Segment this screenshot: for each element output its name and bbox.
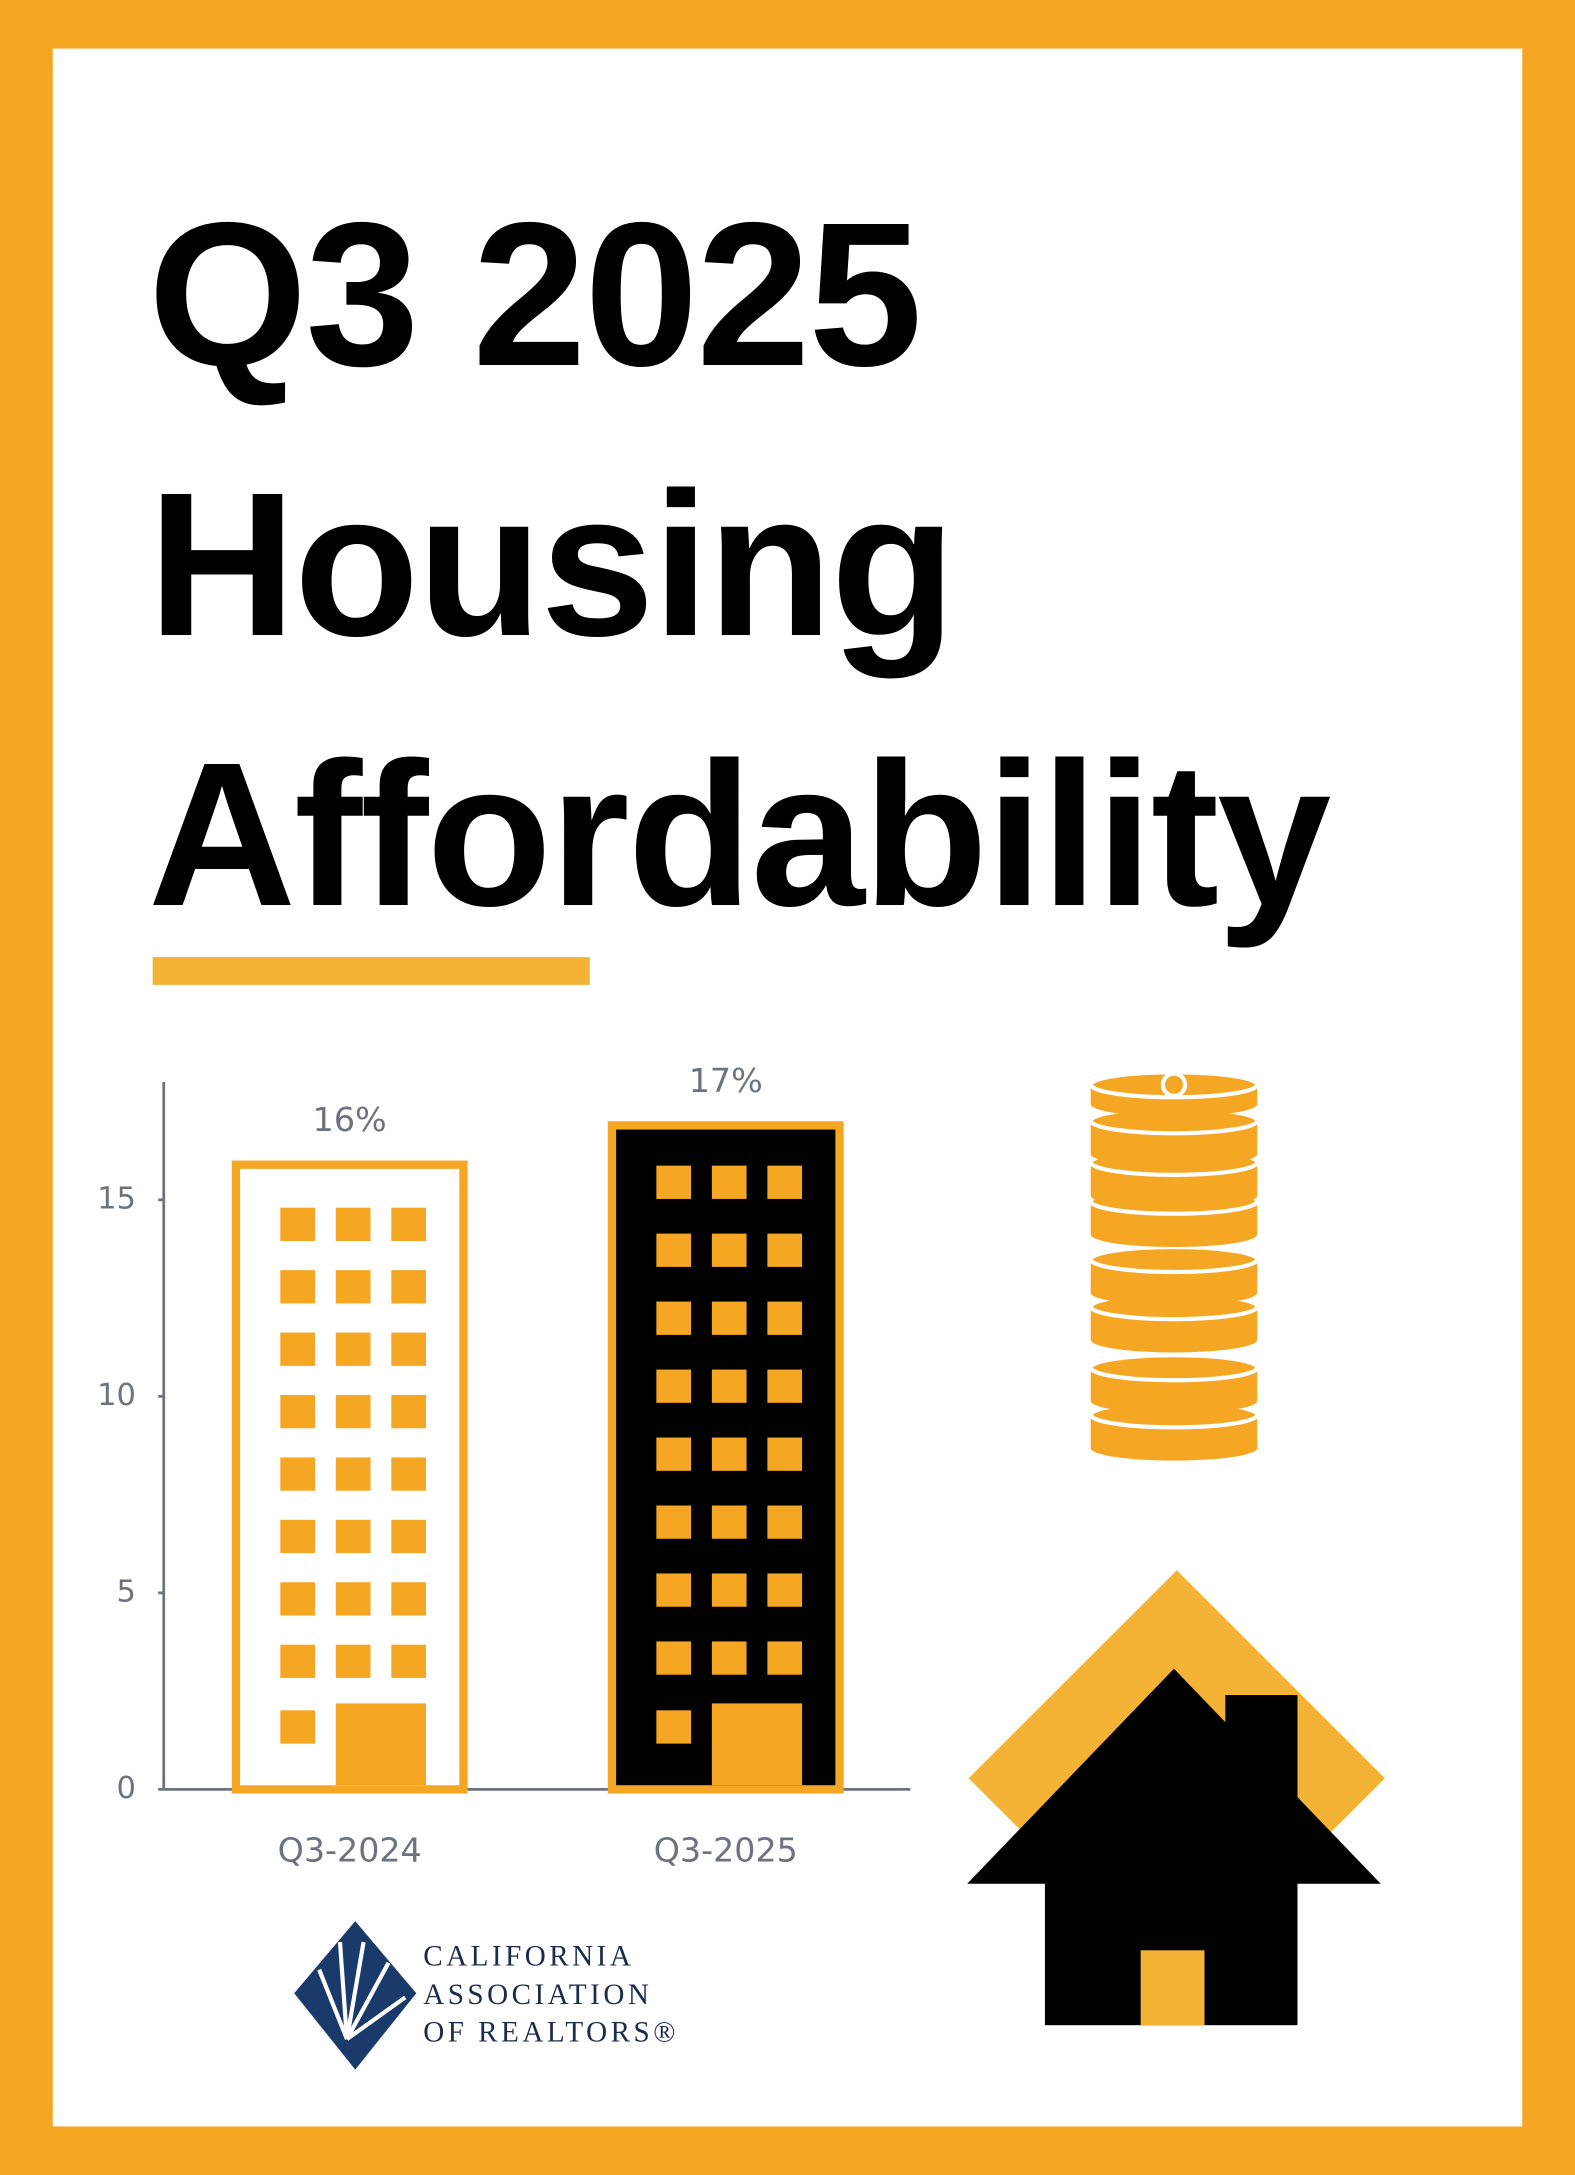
coin	[1088, 1353, 1260, 1383]
window	[656, 1437, 692, 1471]
y-tick-label: 10	[97, 1378, 136, 1413]
window	[656, 1233, 692, 1267]
y-tick-label: 5	[117, 1574, 136, 1609]
window	[656, 1369, 692, 1403]
window	[391, 1394, 427, 1429]
coin	[1090, 1091, 1258, 1117]
window	[335, 1644, 371, 1678]
window	[335, 1457, 371, 1491]
logo-text: OF REALTORS®	[423, 2017, 679, 2049]
logo-text: CALIFORNIA	[423, 1940, 634, 1972]
window	[280, 1332, 315, 1366]
window	[656, 1301, 692, 1335]
window	[656, 1165, 692, 1199]
window	[280, 1519, 315, 1554]
coin	[1090, 1280, 1258, 1306]
x-tick-label: Q3-2024	[278, 1830, 422, 1869]
window	[335, 1207, 371, 1242]
title-underline	[152, 957, 590, 985]
window	[656, 1505, 692, 1539]
window	[391, 1270, 427, 1304]
window	[767, 1505, 803, 1539]
house-door	[1140, 1950, 1205, 2026]
window	[711, 1573, 747, 1607]
logo-mark	[294, 1921, 417, 2070]
window	[711, 1369, 747, 1403]
window	[391, 1519, 427, 1554]
coin-stack	[1088, 1070, 1260, 1461]
window	[711, 1301, 747, 1335]
window	[391, 1644, 427, 1678]
window	[656, 1710, 692, 1744]
window	[335, 1394, 371, 1429]
coin	[1090, 1327, 1258, 1353]
window	[767, 1165, 803, 1199]
value-label: 16%	[313, 1100, 387, 1139]
window	[711, 1165, 747, 1199]
window	[391, 1582, 427, 1616]
window	[656, 1573, 692, 1607]
window	[767, 1301, 803, 1335]
window	[767, 1369, 803, 1403]
window	[280, 1710, 315, 1744]
house-chimney	[1225, 1695, 1298, 1820]
window	[391, 1207, 427, 1242]
y-tick-label: 0	[117, 1771, 136, 1806]
window	[391, 1332, 427, 1366]
logo-text: ASSOCIATION	[423, 1979, 652, 2011]
decoration	[294, 1070, 1385, 2070]
door	[335, 1703, 427, 1786]
window	[335, 1332, 371, 1366]
window	[711, 1505, 747, 1539]
window	[767, 1573, 803, 1607]
coin-symbol	[1160, 1071, 1188, 1098]
door	[711, 1703, 803, 1786]
coin	[1090, 1435, 1258, 1461]
window	[280, 1582, 315, 1616]
y-tick-label: 15	[97, 1181, 136, 1216]
window	[335, 1582, 371, 1616]
window	[711, 1437, 747, 1471]
value-label: 17%	[689, 1061, 763, 1100]
window	[280, 1394, 315, 1429]
coin	[1088, 1244, 1260, 1275]
window	[280, 1207, 315, 1242]
window	[391, 1457, 427, 1491]
window	[280, 1457, 315, 1491]
window	[711, 1233, 747, 1267]
house-roof	[967, 1668, 1381, 1884]
x-tick-label: Q3-2025	[654, 1830, 798, 1869]
coin	[1090, 1222, 1258, 1248]
window	[711, 1641, 747, 1675]
window	[767, 1641, 803, 1675]
chart-title: Q3 2025 Housing Affordability	[148, 180, 1331, 949]
window	[656, 1641, 692, 1675]
coin	[1090, 1183, 1258, 1209]
coin	[1090, 1141, 1258, 1167]
window	[335, 1519, 371, 1554]
window	[280, 1644, 315, 1678]
window	[280, 1270, 315, 1304]
window	[767, 1233, 803, 1267]
window	[335, 1270, 371, 1304]
coin	[1088, 1070, 1260, 1100]
window	[767, 1437, 803, 1471]
coin	[1090, 1388, 1258, 1414]
